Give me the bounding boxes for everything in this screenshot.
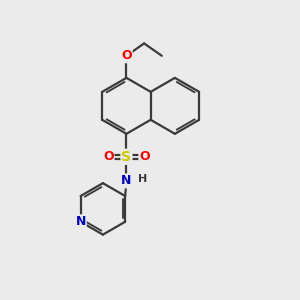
- Text: N: N: [121, 174, 132, 188]
- Text: O: O: [140, 150, 150, 163]
- Text: O: O: [121, 49, 132, 62]
- Text: O: O: [103, 150, 113, 163]
- Text: H: H: [138, 174, 147, 184]
- Text: N: N: [75, 215, 86, 228]
- Text: S: S: [122, 150, 131, 164]
